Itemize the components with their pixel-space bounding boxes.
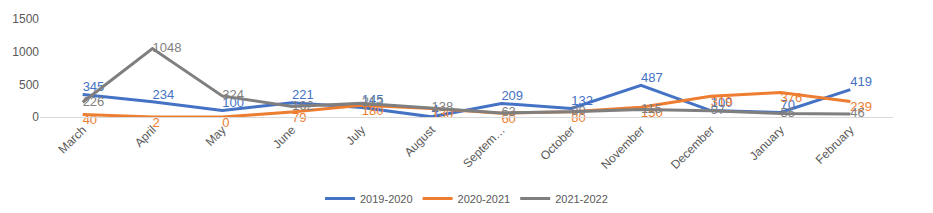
svg-text:419: 419: [850, 74, 872, 89]
svg-text:97: 97: [711, 102, 725, 117]
svg-text:79: 79: [292, 110, 306, 125]
svg-text:487: 487: [641, 70, 663, 85]
svg-text:234: 234: [152, 87, 174, 102]
svg-text:60: 60: [501, 111, 515, 126]
svg-text:324: 324: [222, 87, 244, 102]
svg-text:2020-2021: 2020-2021: [458, 193, 511, 205]
svg-text:138: 138: [432, 99, 454, 114]
svg-text:February: February: [813, 123, 857, 167]
svg-text:June: June: [270, 123, 299, 152]
svg-text:63: 63: [501, 104, 515, 119]
svg-text:145: 145: [362, 92, 384, 107]
svg-text:0: 0: [222, 115, 229, 130]
svg-text:April: April: [132, 123, 159, 150]
svg-text:December: December: [668, 123, 717, 172]
svg-text:55: 55: [781, 105, 795, 120]
svg-text:October: October: [537, 123, 577, 163]
svg-text:500: 500: [19, 78, 39, 92]
svg-text:115: 115: [641, 101, 662, 116]
svg-text:221: 221: [292, 87, 314, 102]
svg-text:Septem…: Septem…: [460, 123, 508, 171]
svg-text:239: 239: [850, 99, 872, 114]
svg-text:January: January: [747, 123, 787, 163]
svg-text:70: 70: [781, 97, 795, 112]
svg-text:180: 180: [362, 103, 384, 118]
svg-text:March: March: [56, 123, 89, 156]
svg-text:46: 46: [850, 105, 864, 120]
svg-text:132: 132: [571, 93, 593, 108]
svg-text:80: 80: [571, 110, 585, 125]
svg-text:40: 40: [83, 112, 97, 127]
svg-text:May: May: [203, 123, 229, 149]
svg-text:November: November: [598, 123, 647, 172]
svg-text:130: 130: [432, 106, 454, 121]
svg-text:80: 80: [571, 103, 585, 118]
svg-text:376: 376: [781, 90, 803, 105]
svg-text:2021-2022: 2021-2022: [555, 193, 608, 205]
svg-text:4: 4: [432, 102, 439, 117]
svg-text:100: 100: [711, 95, 733, 110]
svg-text:1000: 1000: [12, 45, 39, 59]
svg-text:100: 100: [222, 95, 244, 110]
svg-text:209: 209: [501, 88, 523, 103]
svg-text:226: 226: [83, 94, 105, 109]
svg-text:345: 345: [83, 79, 105, 94]
svg-text:319: 319: [711, 94, 733, 109]
svg-text:August: August: [402, 122, 439, 159]
svg-text:212: 212: [362, 94, 384, 109]
svg-text:1048: 1048: [152, 40, 181, 55]
svg-text:0: 0: [32, 110, 39, 124]
svg-text:1500: 1500: [12, 12, 39, 26]
svg-text:162: 162: [292, 98, 314, 113]
svg-text:2019-2020: 2019-2020: [360, 193, 413, 205]
svg-text:2: 2: [152, 115, 159, 130]
svg-text:July: July: [343, 123, 368, 148]
svg-text:150: 150: [641, 105, 663, 120]
